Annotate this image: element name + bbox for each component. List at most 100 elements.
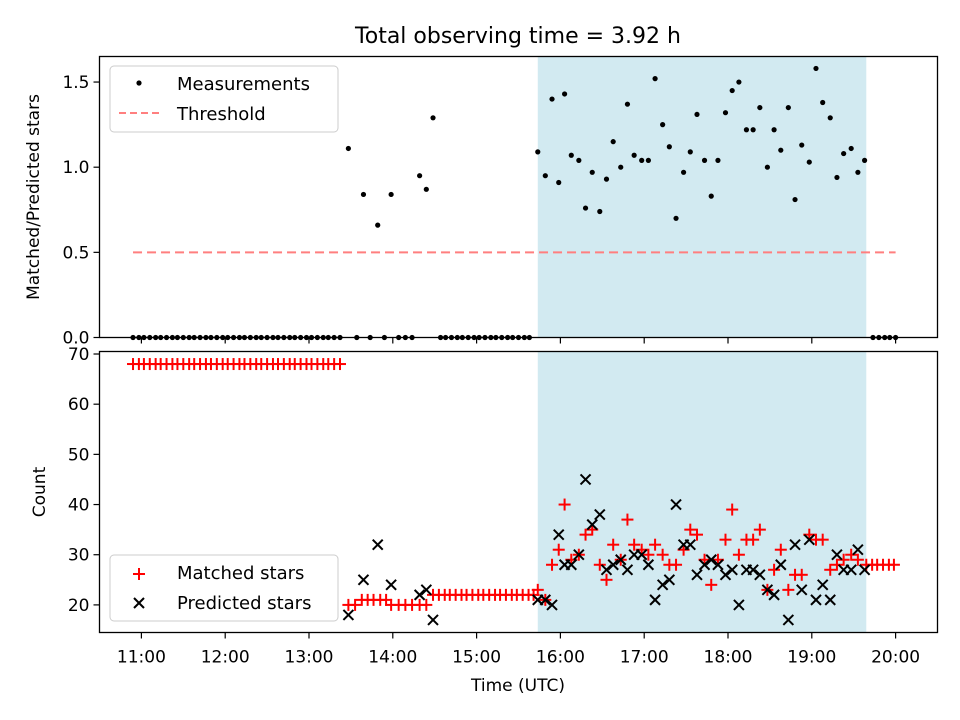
- predicted-star-marker: [621, 564, 634, 576]
- predicted-star-marker: [579, 473, 592, 486]
- predicted-star-marker: [342, 609, 355, 621]
- bottom-axes-frame: [98, 350, 939, 634]
- top-legend-box: [109, 65, 339, 133]
- predicted-star-marker: [635, 549, 648, 561]
- bottom-x-tick-label: 13:00: [285, 648, 334, 668]
- measurement-point: [757, 104, 763, 111]
- bottom-x-tick-label: 18:00: [704, 648, 753, 668]
- matched-star-marker: [593, 558, 606, 571]
- top-y-axis-label: Matched/Predicted stars: [24, 94, 44, 300]
- measurement-point: [417, 173, 423, 179]
- bottom-x-tick-label: 12:00: [201, 648, 250, 668]
- predicted-star-marker: [719, 569, 732, 581]
- top-x-ticks: [140, 337, 897, 344]
- measurement-point: [792, 196, 798, 203]
- predicted-star-marker: [642, 559, 655, 571]
- measurement-point: [680, 169, 687, 175]
- measurement-point: [764, 164, 770, 170]
- predicted-star-marker: [775, 559, 787, 571]
- predicted-star-marker: [372, 538, 384, 551]
- predicted-star-marker: [796, 584, 808, 596]
- predicted-star-marker: [427, 614, 439, 626]
- predicted-star-marker: [539, 594, 552, 606]
- predicted-star-marker: [607, 559, 619, 571]
- bottom-x-axis-label: Time (UTC): [470, 676, 565, 696]
- matched-star-marker: [670, 558, 683, 571]
- predicted-star-marker: [691, 569, 703, 581]
- measurement-point: [701, 157, 708, 163]
- predicted-star-marker: [726, 564, 738, 576]
- predicted-star-marker: [782, 614, 795, 626]
- predicted-star-marker: [761, 584, 774, 596]
- predicted-star-marker: [385, 579, 397, 591]
- measurement-point: [603, 176, 610, 182]
- measurement-point: [841, 150, 847, 157]
- matched-star-points: [127, 358, 900, 611]
- matched-star-marker: [628, 538, 641, 551]
- measurement-point: [799, 142, 805, 148]
- predicted-star-marker: [824, 594, 836, 606]
- top-panel: 0.0 0.5 1.0 1.5 Matched/Predicted stars Mea…: [24, 55, 939, 349]
- measurement-point: [589, 169, 595, 175]
- measurement-point: [624, 101, 631, 107]
- matched-star-marker: [531, 583, 544, 596]
- measurement-point: [430, 115, 436, 121]
- top-y-tick-label: 0.5: [62, 243, 89, 263]
- matched-star-marker: [837, 553, 850, 566]
- measurement-point: [861, 157, 868, 163]
- predicted-star-marker: [816, 579, 829, 591]
- matched-star-marker: [795, 568, 808, 581]
- measurement-point: [722, 110, 729, 116]
- predicted-star-marker: [684, 538, 696, 551]
- matched-star-marker: [705, 578, 718, 591]
- measurement-point: [855, 169, 861, 175]
- bottom-x-tick-label: 19:00: [787, 648, 836, 668]
- matched-star-marker: [334, 358, 347, 371]
- predicted-star-marker: [754, 569, 766, 581]
- measurement-point: [785, 104, 791, 111]
- measurement-point: [687, 149, 693, 155]
- predicted-star-marker: [649, 594, 661, 606]
- bottom-y-tick-label: 40: [68, 496, 90, 516]
- top-y-ticks: 0.0 0.5 1.0 1.5: [62, 73, 100, 349]
- predicted-star-marker: [413, 589, 426, 601]
- bottom-legend: Matched stars Predicted stars: [109, 554, 339, 622]
- matched-star-marker: [690, 528, 703, 541]
- predicted-star-marker: [357, 574, 370, 586]
- predicted-star-marker: [705, 554, 717, 566]
- legend-threshold-label: Threshold: [176, 104, 266, 125]
- predicted-star-marker: [600, 564, 613, 576]
- bottom-y-ticks: 20 30 40 50 60 70: [68, 345, 100, 616]
- matched-star-marker: [621, 513, 634, 526]
- measurement-point: [806, 159, 812, 165]
- matched-star-marker: [830, 558, 843, 571]
- predicted-star-marker: [810, 594, 822, 606]
- measurement-point: [834, 174, 840, 181]
- matched-star-marker: [768, 563, 781, 576]
- measurement-point: [535, 149, 541, 155]
- matched-star-marker: [656, 548, 669, 561]
- matched-star-marker: [753, 523, 766, 536]
- matched-star-marker: [380, 593, 393, 606]
- bottom-x-tick-label: 16:00: [536, 648, 585, 668]
- matched-star-marker: [600, 573, 613, 586]
- measurement-point: [645, 157, 651, 163]
- matched-star-marker: [887, 558, 900, 571]
- measurement-point: [360, 191, 367, 198]
- measurement-point: [708, 193, 714, 199]
- matched-star-marker: [579, 528, 592, 541]
- predicted-star-marker: [573, 549, 585, 561]
- matched-star-marker: [642, 548, 655, 561]
- matched-star-marker: [816, 533, 829, 546]
- predicted-star-marker: [747, 564, 759, 576]
- measurement-point: [561, 91, 568, 97]
- bottom-y-tick-label: 60: [68, 395, 90, 415]
- measurement-point: [388, 191, 394, 198]
- bottom-x-tick-label: 14:00: [368, 648, 417, 668]
- matched-star-marker: [420, 598, 433, 611]
- measurement-point: [618, 164, 624, 170]
- predicted-star-marker: [803, 533, 815, 546]
- measurement-point: [652, 76, 658, 82]
- bottom-x-ticks: 11:00 12:00 13:00 14:00 15:00 16:00 17:00 18:00…: [117, 632, 920, 668]
